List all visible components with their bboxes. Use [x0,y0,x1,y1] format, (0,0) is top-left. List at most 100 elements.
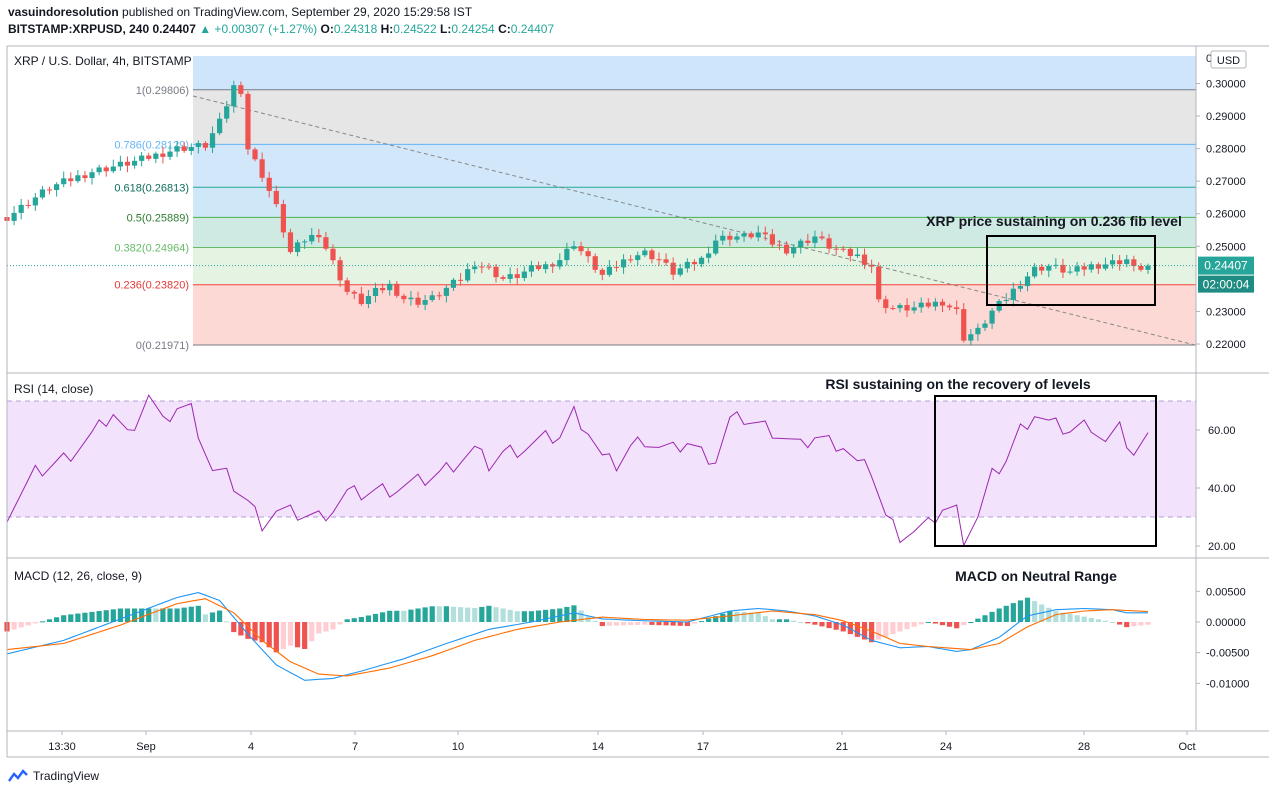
candle-body [649,250,655,260]
candle-body [394,283,400,296]
rsi-tick-label: 20.00 [1208,541,1236,553]
candle-body [323,237,329,249]
candle-body [1088,264,1094,270]
time-tick-label: 4 [248,741,254,753]
macd-histogram-bar [670,622,676,626]
macd-histogram-bar [18,622,24,628]
candle-body [1017,286,1024,289]
candle-body [372,287,379,297]
candle-body [46,189,53,191]
macd-histogram-bar [344,619,350,622]
candle-body [791,247,797,254]
candle-body [1053,264,1059,266]
candle-body [734,236,740,240]
macd-histogram-bar [982,615,988,622]
candle-body [769,234,775,245]
macd-histogram-bar [25,622,31,626]
candle-body [628,259,634,261]
macd-histogram-bar [450,606,457,622]
fib-level-label: 0.382(0.24964) [114,242,189,254]
candle-body [89,172,95,179]
candle-body [521,271,527,278]
candle-body [96,167,102,173]
tradingview-brand: TradingView [33,769,100,783]
fib-zone [193,89,1196,145]
macd-tick-label: -0.00500 [1206,648,1249,660]
macd-histogram-bar [918,622,924,625]
candle-body [550,264,556,267]
candle-body [1024,276,1031,287]
price-annotation: XRP price sustaining on 0.236 fib level [926,213,1182,229]
candle-body [776,244,783,246]
macd-histogram-bar [110,609,116,622]
candle-body [1010,288,1016,300]
macd-histogram-bar [706,618,712,622]
macd-histogram-bar [649,622,655,625]
macd-histogram-bar [613,622,620,626]
macd-histogram-bar [479,606,485,622]
candle-body [833,248,839,250]
macd-histogram-bar [748,612,754,622]
macd-annotation: MACD on Neutral Range [955,568,1117,584]
candle-body [1003,299,1009,302]
candle-body [75,175,81,182]
macd-histogram-bar [642,622,648,625]
candle-body [472,266,478,270]
candle-body [1081,266,1087,270]
candle-body [585,251,591,257]
candle-body [932,301,938,307]
macd-histogram-bar [826,622,832,629]
candle-body [805,240,811,243]
candle-body [946,305,953,308]
candle-body [897,305,903,309]
macd-histogram-bar [486,605,492,622]
candle-body [748,233,754,238]
publisher-name: vasuindoresolution [8,5,119,19]
macd-histogram-bar [691,622,698,624]
macd-histogram-bar [465,607,471,622]
currency-box [1210,50,1247,69]
candle-body [890,308,896,310]
macd-histogram-bar [209,612,216,622]
macd-histogram-bar [117,608,123,622]
candle-body [592,256,598,270]
macd-histogram-bar [975,618,981,622]
macd-histogram-bar [1117,622,1123,625]
time-tick-label: 21 [836,741,848,753]
last-price-badge [1198,256,1254,275]
time-tick-label: 13:30 [48,741,76,753]
macd-pane-title: MACD (12, 26, close, 9) [14,569,142,583]
rsi-line [6,394,1149,547]
macd-histogram-bar [741,612,747,622]
time-tick-label: 14 [592,741,604,753]
macd-histogram-bar [231,622,237,633]
candle-body [514,274,520,278]
rsi-annotation: RSI sustaining on the recovery of levels [825,376,1091,392]
candle-body [351,291,357,294]
candle-body [309,234,315,242]
macd-histogram-bar [273,622,279,653]
macd-histogram-bar [528,611,535,622]
last-price: 0.24407 [152,22,196,36]
macd-histogram-bar [457,607,464,622]
low-value: 0.24254 [451,22,495,36]
time-tick-label: Oct [1178,741,1195,753]
macd-histogram-bar [380,612,386,622]
high-value: 0.24522 [393,22,437,36]
macd-histogram-bar [876,622,882,640]
candle-body [741,233,747,237]
fib-level-label: 0.5(0.25889) [127,212,189,224]
candle-body [925,302,931,307]
macd-histogram-bar [323,622,329,632]
candle-body [819,236,825,239]
macd-histogram-bar [861,622,868,640]
rsi-pane-title: RSI (14, close) [14,382,93,396]
macd-histogram-bar [387,610,393,622]
candle-body [465,269,471,281]
candle-body [1095,264,1101,269]
footer-brand[interactable]: TradingView [8,769,99,783]
macd-histogram-bar [897,622,903,632]
candle-body [783,244,790,254]
macd-histogram-bar [1067,613,1073,622]
